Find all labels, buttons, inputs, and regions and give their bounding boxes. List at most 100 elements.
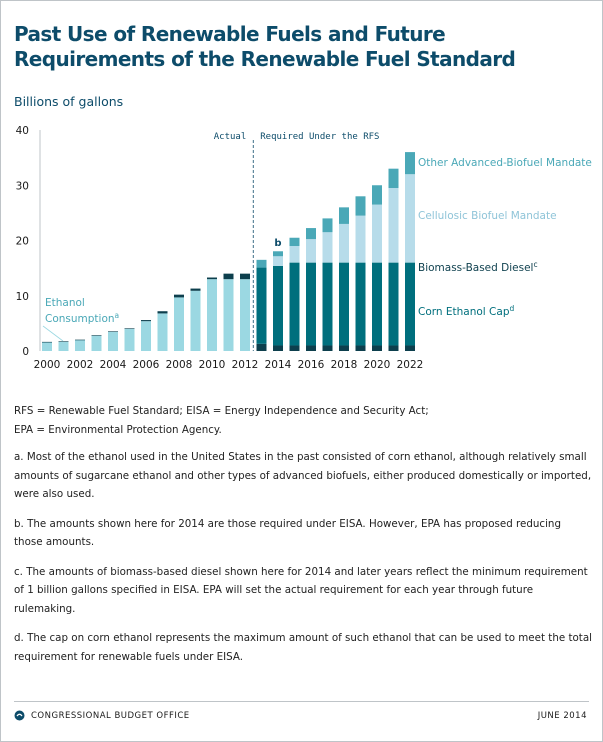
x-tick-label-2000: 2000 xyxy=(34,359,61,371)
bar-corn-ethanol-2014 xyxy=(273,265,283,346)
bar-cellulosic-2017 xyxy=(322,232,333,263)
y-tick-label-10: 10 xyxy=(16,291,29,303)
bar-past-ethanol-2010 xyxy=(207,279,217,351)
bar-biomass-diesel-2020 xyxy=(372,345,382,351)
bar-corn-ethanol-2020 xyxy=(372,262,382,346)
series-label-cellulosic-text: Cellulosic Biofuel Mandate xyxy=(418,210,557,222)
bar-other-advanced-2019 xyxy=(355,196,366,216)
abbreviations-line-2: EPA = Environmental Protection Agency. xyxy=(14,423,222,436)
x-tick-label-2008: 2008 xyxy=(166,359,193,371)
bar-corn-ethanol-2018 xyxy=(339,262,349,346)
bar-biomass-diesel-2013 xyxy=(256,343,267,351)
bar-biomass-diesel-2015 xyxy=(289,345,300,351)
note-c: c. The amounts of biomass-based diesel s… xyxy=(14,565,588,615)
series-label-ethanol-consumption-line2: Consumptiona xyxy=(45,311,119,325)
bar-other-advanced-2018 xyxy=(339,207,349,224)
y-tick-label-20: 20 xyxy=(16,236,29,248)
series-label-biomass-diesel-text: Biomass-Based Diesel xyxy=(418,262,533,274)
footer-org-label: CONGRESSIONAL BUDGET OFFICE xyxy=(31,710,190,721)
x-tick-label-2014: 2014 xyxy=(265,359,292,371)
bar-biomass-diesel-2003 xyxy=(91,335,102,336)
abbreviations-line-1: RFS = Renewable Fuel Standard; EISA = En… xyxy=(14,405,429,417)
bar-biomass-diesel-2006 xyxy=(141,320,151,322)
series-label-corn-ethanol: Corn Ethanol Capd xyxy=(418,304,515,318)
x-tick-label-2018: 2018 xyxy=(331,359,358,371)
x-tick-label-2020: 2020 xyxy=(364,359,391,371)
bar-cellulosic-2015 xyxy=(289,246,300,263)
units-label: Billions of gallons xyxy=(14,94,124,109)
bar-corn-ethanol-2022 xyxy=(405,262,415,346)
series-label-ethanol-consumption-line1: Ethanol xyxy=(45,297,85,309)
bar-past-ethanol-2005 xyxy=(124,328,135,351)
bar-corn-ethanol-2019 xyxy=(355,262,366,346)
bar-other-advanced-2013 xyxy=(256,259,267,268)
chart-title: Past Use of Renewable Fuels and Future R… xyxy=(14,22,516,71)
bar-biomass-diesel-2022 xyxy=(405,345,415,351)
bar-other-advanced-2016 xyxy=(306,228,316,240)
bar-biomass-diesel-2017 xyxy=(322,345,333,351)
note-d: d. The cap on corn ethanol represents th… xyxy=(14,632,593,663)
series-label-corn-ethanol-superscript: d xyxy=(510,304,515,313)
bar-biomass-diesel-2014 xyxy=(273,345,283,351)
bar-biomass-diesel-2008 xyxy=(174,294,184,298)
note-a: a. Most of the ethanol used in the Unite… xyxy=(14,451,592,500)
footer-divider xyxy=(14,701,589,702)
bar-biomass-diesel-2012 xyxy=(240,273,250,280)
series-label-biomass-diesel: Biomass-Based Dieselc xyxy=(418,260,538,274)
x-tick-label-2002: 2002 xyxy=(67,359,94,371)
series-label-other-advanced-text: Other Advanced-Biofuel Mandate xyxy=(418,157,592,169)
bar-other-advanced-2022 xyxy=(405,152,415,175)
bar-biomass-diesel-2019 xyxy=(355,345,366,351)
bar-corn-ethanol-2017 xyxy=(322,262,333,346)
bar-cellulosic-2020 xyxy=(372,204,382,263)
y-tick-label-0: 0 xyxy=(22,346,29,358)
series-label-biomass-diesel-superscript: c xyxy=(533,260,537,269)
bar-corn-ethanol-2015 xyxy=(289,262,300,346)
series-label-cellulosic: Cellulosic Biofuel Mandate xyxy=(418,210,557,222)
region-label-required: Required Under the RFS xyxy=(260,132,379,142)
bar-past-ethanol-2012 xyxy=(240,279,250,351)
chart-svg: 0 10 20 30 40 Actual Required Under the RFS b 20… xyxy=(16,125,592,371)
bar-other-advanced-2014 xyxy=(273,251,283,257)
bar-other-advanced-2021 xyxy=(388,168,399,189)
series-label-ethanol-consumption-text: Consumption xyxy=(45,313,115,325)
bar-biomass-diesel-2010 xyxy=(207,277,217,280)
bar-cellulosic-2014 xyxy=(273,256,283,266)
bar-biomass-diesel-2018 xyxy=(339,345,349,351)
bar-biomass-diesel-2007 xyxy=(157,311,168,314)
bar-cellulosic-2022 xyxy=(405,174,415,263)
bar-past-ethanol-2001 xyxy=(58,341,69,351)
bar-past-ethanol-2011 xyxy=(223,279,234,351)
x-tick-label-2012: 2012 xyxy=(232,359,259,371)
bar-past-ethanol-2004 xyxy=(108,331,118,351)
y-tick-label-40: 40 xyxy=(16,125,29,137)
y-tick-label-30: 30 xyxy=(16,180,29,192)
note-b: b. The amounts shown here for 2014 are t… xyxy=(14,517,561,549)
bar-other-advanced-2015 xyxy=(289,237,300,247)
bar-biomass-diesel-2002 xyxy=(75,339,85,341)
cbo-logo-icon xyxy=(14,710,25,721)
ethanol-label-leader xyxy=(42,325,64,342)
series-label-ethanol-consumption-superscript: a xyxy=(115,311,120,320)
bar-biomass-diesel-2021 xyxy=(388,345,399,351)
abbreviations: RFS = Renewable Fuel Standard; EISA = En… xyxy=(14,402,592,439)
bar-other-advanced-2017 xyxy=(322,218,333,233)
footer-date: JUNE 2014 xyxy=(537,711,587,721)
bar-cellulosic-2018 xyxy=(339,223,349,263)
bar-corn-ethanol-2021 xyxy=(388,262,399,346)
bar-annotation-2014: b xyxy=(274,238,281,249)
bar-biomass-diesel-2004 xyxy=(108,331,118,332)
bar-cellulosic-2016 xyxy=(306,239,316,263)
region-label-actual: Actual xyxy=(214,132,247,142)
bar-cellulosic-2021 xyxy=(388,188,399,263)
bar-biomass-diesel-2009 xyxy=(190,288,201,291)
bar-biomass-diesel-2011 xyxy=(223,273,234,280)
bar-past-ethanol-2008 xyxy=(174,297,184,351)
bar-past-ethanol-2007 xyxy=(157,313,168,351)
notes-section: RFS = Renewable Fuel Standard; EISA = En… xyxy=(14,402,592,677)
bar-past-ethanol-2003 xyxy=(91,335,102,351)
bar-corn-ethanol-2016 xyxy=(306,262,316,346)
x-tick-label-2006: 2006 xyxy=(133,359,160,371)
bar-past-ethanol-2009 xyxy=(190,290,201,351)
x-tick-label-2016: 2016 xyxy=(298,359,325,371)
